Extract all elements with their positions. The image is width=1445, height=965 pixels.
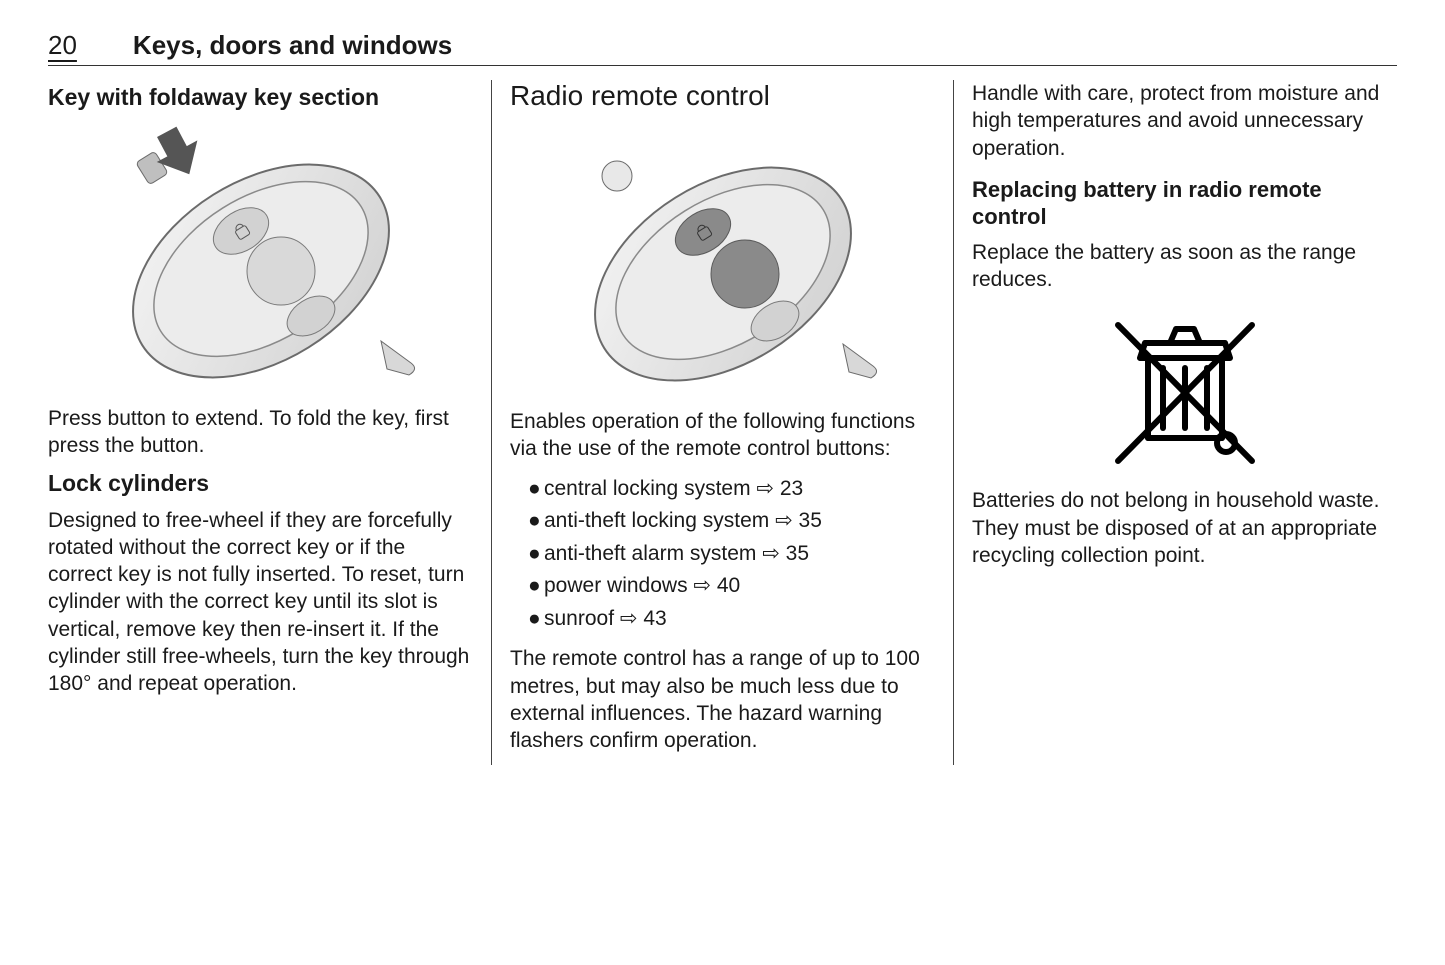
bullet-icon: ● xyxy=(510,473,544,506)
bullet-icon: ● xyxy=(510,603,544,636)
heading-radio-remote: Radio remote control xyxy=(510,80,935,112)
heading-replace-battery: Replacing battery in radio remote contro… xyxy=(972,176,1397,231)
cross-reference: ⇨ 43 xyxy=(620,607,667,630)
content-columns: Key with foldaway key section xyxy=(48,80,1397,765)
column-3: Handle with care, protect from moisture … xyxy=(953,80,1397,765)
foldaway-body: Press button to extend. To fold the key,… xyxy=(48,405,473,460)
heading-lock-cylinders: Lock cylinders xyxy=(48,470,473,497)
replace-body: Replace the battery as soon as the range… xyxy=(972,239,1397,294)
bullet-icon: ● xyxy=(510,570,544,603)
list-item-text: sunroof ⇨ 43 xyxy=(544,603,667,636)
list-item-text: anti-theft alarm system ⇨ 35 xyxy=(544,538,809,571)
heading-foldaway-key: Key with foldaway key section xyxy=(48,84,473,111)
figure-radio-remote xyxy=(510,124,935,394)
functions-list: ●central locking system ⇨ 23●anti-theft … xyxy=(510,473,935,636)
list-item-text: power windows ⇨ 40 xyxy=(544,570,740,603)
figure-foldaway-key xyxy=(48,121,473,391)
bullet-icon: ● xyxy=(510,538,544,571)
page-header: 20 Keys, doors and windows xyxy=(48,30,1397,66)
range-body: The remote control has a range of up to … xyxy=(510,645,935,754)
cross-reference: ⇨ 35 xyxy=(762,542,809,565)
keyfob-foldaway-icon xyxy=(81,121,441,391)
list-item: ●anti-theft locking system ⇨ 35 xyxy=(510,505,935,538)
list-item-text: anti-theft locking system ⇨ 35 xyxy=(544,505,822,538)
manual-page: 20 Keys, doors and windows Key with fold… xyxy=(0,0,1445,795)
chapter-title: Keys, doors and windows xyxy=(133,30,452,61)
cross-reference: ⇨ 40 xyxy=(693,574,740,597)
handle-body: Handle with care, protect from moisture … xyxy=(972,80,1397,162)
cross-reference: ⇨ 35 xyxy=(775,509,822,532)
bullet-icon: ● xyxy=(510,505,544,538)
list-item: ●anti-theft alarm system ⇨ 35 xyxy=(510,538,935,571)
no-household-waste-icon xyxy=(1100,303,1270,473)
list-item: ●sunroof ⇨ 43 xyxy=(510,603,935,636)
list-item: ●power windows ⇨ 40 xyxy=(510,570,935,603)
list-item: ●central locking system ⇨ 23 xyxy=(510,473,935,506)
cross-reference: ⇨ 23 xyxy=(756,477,803,500)
column-1: Key with foldaway key section xyxy=(48,80,491,765)
batteries-body: Batteries do not belong in household was… xyxy=(972,487,1397,569)
column-2: Radio remote control xyxy=(491,80,953,765)
lock-cylinders-body: Designed to free-wheel if they are force… xyxy=(48,507,473,698)
keyfob-remote-icon xyxy=(543,124,903,394)
page-number: 20 xyxy=(48,30,77,61)
list-item-text: central locking system ⇨ 23 xyxy=(544,473,803,506)
radio-intro: Enables operation of the following funct… xyxy=(510,408,935,463)
figure-nobin xyxy=(972,303,1397,473)
